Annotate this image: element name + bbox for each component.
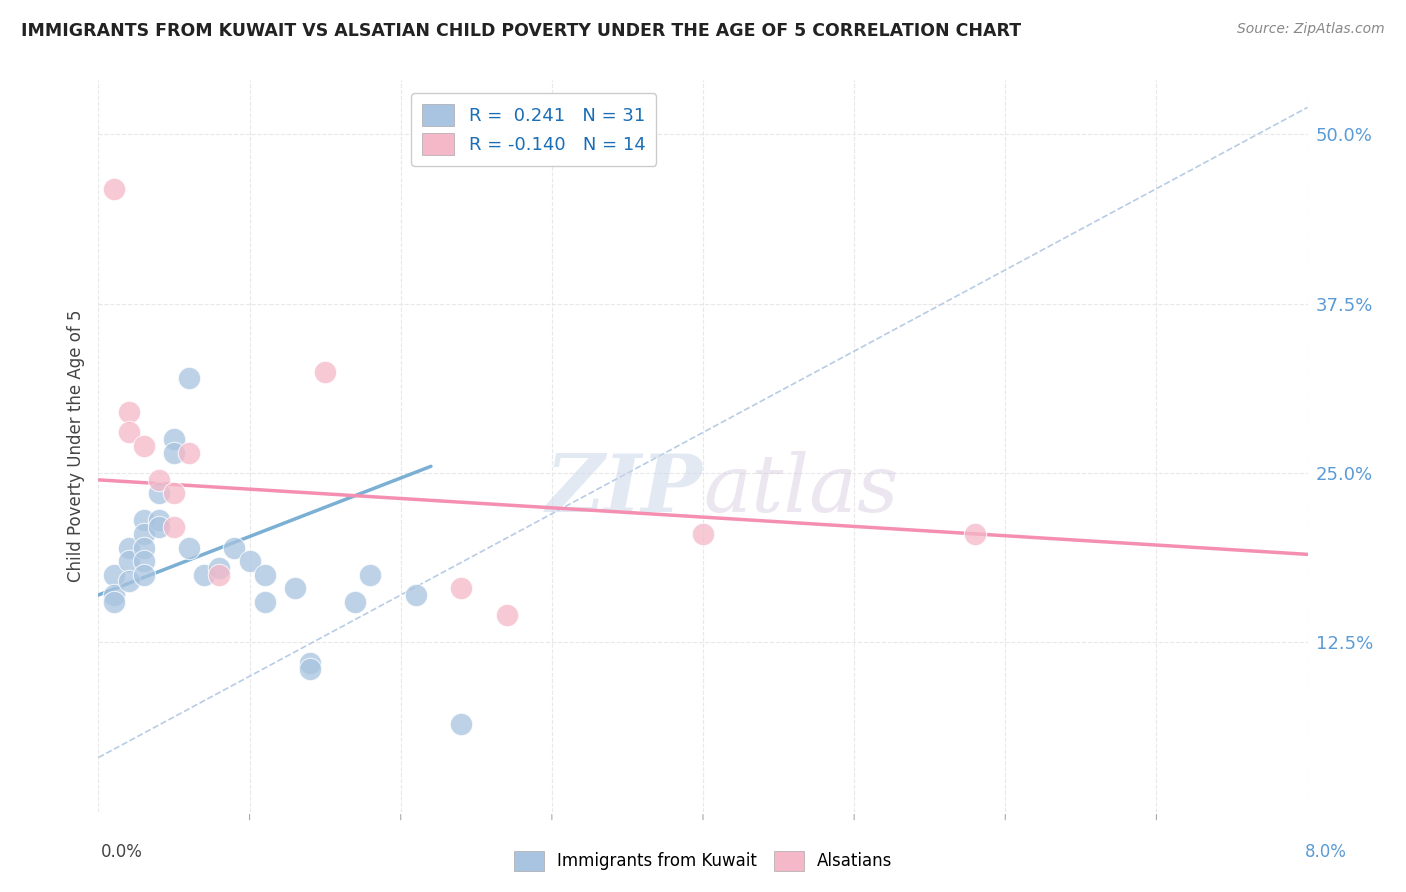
Point xyxy=(118,405,141,419)
Point xyxy=(179,446,201,460)
Point xyxy=(118,574,141,589)
Point xyxy=(692,527,714,541)
Point xyxy=(163,446,186,460)
Point xyxy=(239,554,262,568)
Point xyxy=(132,439,155,453)
Point xyxy=(148,520,170,534)
Point xyxy=(299,663,322,677)
Point xyxy=(405,588,427,602)
Point xyxy=(299,656,322,670)
Point xyxy=(118,425,141,440)
Point xyxy=(450,716,472,731)
Point xyxy=(132,514,155,528)
Text: Source: ZipAtlas.com: Source: ZipAtlas.com xyxy=(1237,22,1385,37)
Point xyxy=(148,473,170,487)
Point xyxy=(118,541,141,555)
Text: ZIP: ZIP xyxy=(546,451,703,529)
Point xyxy=(253,595,276,609)
Point xyxy=(132,541,155,555)
Point xyxy=(284,581,307,595)
Point xyxy=(208,561,231,575)
Point xyxy=(208,567,231,582)
Point xyxy=(103,181,125,195)
Point xyxy=(163,520,186,534)
Point xyxy=(495,608,517,623)
Legend: Immigrants from Kuwait, Alsatians: Immigrants from Kuwait, Alsatians xyxy=(505,842,901,880)
Point xyxy=(132,554,155,568)
Point xyxy=(179,541,201,555)
Point xyxy=(163,432,186,446)
Point xyxy=(118,554,141,568)
Point xyxy=(965,527,987,541)
Point xyxy=(132,567,155,582)
Point xyxy=(360,567,382,582)
Point xyxy=(103,567,125,582)
Point xyxy=(148,514,170,528)
Point xyxy=(179,371,201,385)
Text: atlas: atlas xyxy=(703,451,898,529)
Point xyxy=(103,588,125,602)
Point xyxy=(132,527,155,541)
Point xyxy=(103,595,125,609)
Point xyxy=(224,541,246,555)
Y-axis label: Child Poverty Under the Age of 5: Child Poverty Under the Age of 5 xyxy=(66,310,84,582)
Text: 8.0%: 8.0% xyxy=(1305,843,1347,861)
Point xyxy=(163,486,186,500)
Point xyxy=(450,581,472,595)
Point xyxy=(314,364,336,378)
Point xyxy=(193,567,215,582)
Point xyxy=(344,595,367,609)
Point xyxy=(253,567,276,582)
Legend: R =  0.241   N = 31, R = -0.140   N = 14: R = 0.241 N = 31, R = -0.140 N = 14 xyxy=(411,93,657,166)
Text: 0.0%: 0.0% xyxy=(101,843,143,861)
Text: IMMIGRANTS FROM KUWAIT VS ALSATIAN CHILD POVERTY UNDER THE AGE OF 5 CORRELATION : IMMIGRANTS FROM KUWAIT VS ALSATIAN CHILD… xyxy=(21,22,1021,40)
Point xyxy=(148,486,170,500)
